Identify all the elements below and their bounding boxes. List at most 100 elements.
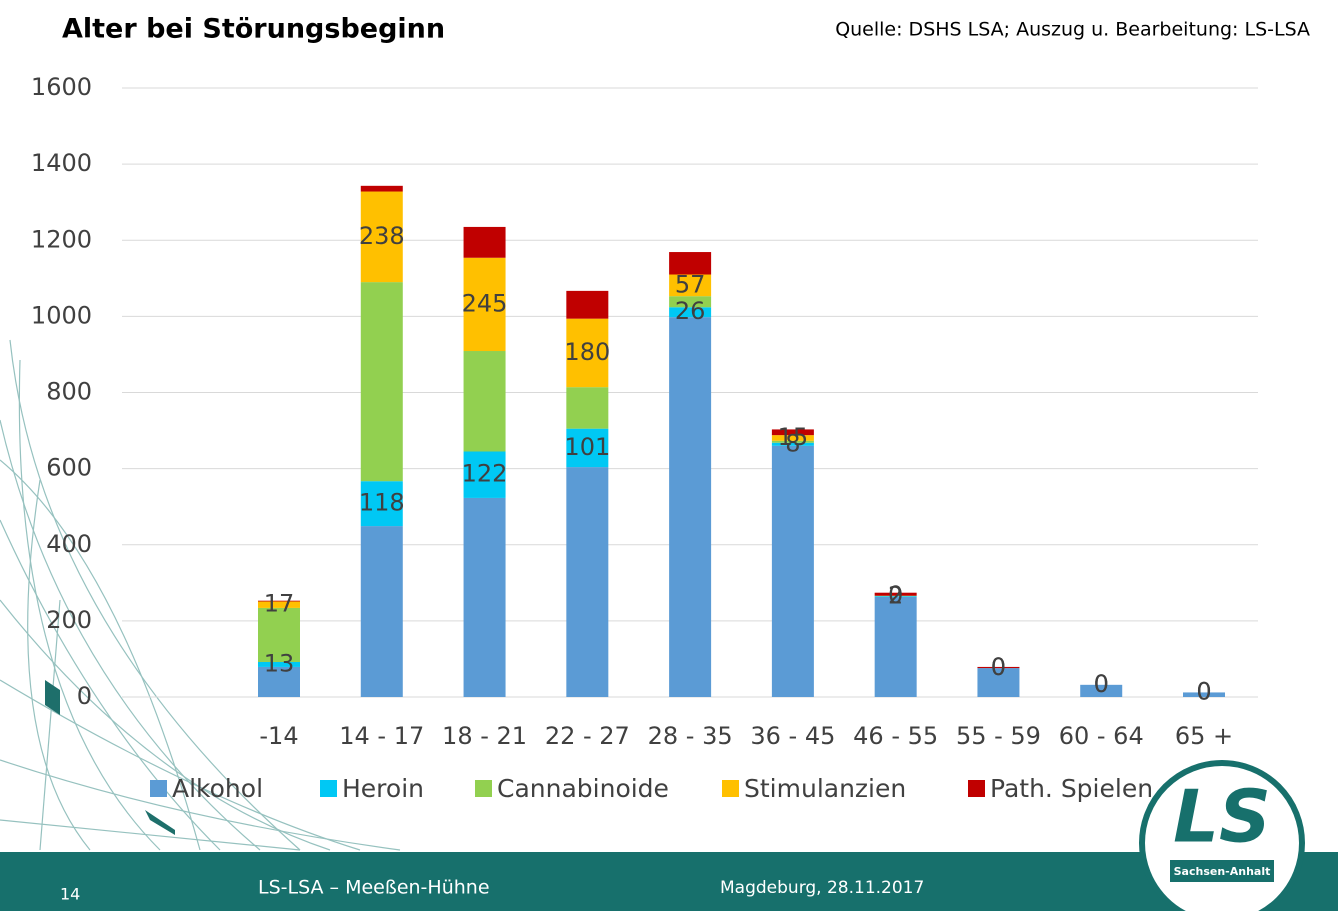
bar-segment (771, 429, 814, 436)
x-tick-label: 46 - 55 (853, 722, 938, 750)
y-tick-label: 1400 (31, 149, 92, 177)
x-tick-label: 55 - 59 (956, 722, 1041, 750)
bar-segment (360, 526, 403, 697)
bar-segment (669, 296, 712, 308)
bar-segment (771, 435, 814, 441)
bar-segment (669, 307, 712, 318)
bar-segment (669, 274, 712, 297)
x-tick-label: 28 - 35 (648, 722, 733, 750)
page-number: 14 (60, 885, 80, 904)
x-tick-label: 65 + (1175, 722, 1233, 750)
bar-segment (360, 185, 403, 192)
data-label: 238 (359, 222, 405, 250)
bar-segment (258, 661, 300, 667)
bar-segment (874, 592, 917, 596)
data-label: 0 (1196, 677, 1211, 705)
data-label: 101 (564, 433, 610, 461)
bar-segment (360, 191, 403, 283)
legend-label: Stimulanzien (744, 774, 906, 803)
data-label: 13 (264, 649, 295, 677)
bar-segment (771, 445, 814, 697)
chart-source: Quelle: DSHS LSA; Auszug u. Bearbeitung:… (835, 19, 1310, 41)
bar-segment (874, 596, 917, 597)
logo: LS Sachsen-Anhalt (1139, 760, 1305, 911)
y-tick-label: 1000 (31, 301, 92, 329)
legend-swatch (968, 780, 985, 797)
decoration (145, 810, 175, 835)
bar-segment (360, 481, 403, 527)
bar-segment (566, 428, 609, 468)
legend-label: Cannabinoide (497, 774, 669, 803)
data-label: 0 (991, 653, 1006, 681)
legend-swatch (150, 780, 167, 797)
y-tick-label: 400 (46, 530, 92, 558)
bar-segment (977, 666, 1020, 669)
data-label: 15 (778, 423, 809, 451)
legend-swatch (475, 780, 492, 797)
y-tick-label: 200 (46, 606, 92, 634)
legend-label: Path. Spielen (990, 774, 1153, 803)
logo-text: LS (1173, 775, 1271, 859)
y-tick-label: 600 (46, 454, 92, 482)
y-tick-label: 1600 (31, 73, 92, 101)
bar-segment (1080, 684, 1123, 697)
data-label: 57 (675, 270, 706, 298)
bar-segment (669, 252, 712, 275)
y-tick-label: 800 (46, 378, 92, 406)
bar-segment (258, 607, 300, 662)
x-tick-label: 60 - 64 (1059, 722, 1144, 750)
bar-segment (258, 666, 300, 697)
data-label: 26 (675, 297, 706, 325)
footer-date: Magdeburg, 28.11.2017 (720, 878, 924, 898)
x-tick-label: -14 (259, 722, 298, 750)
legend-label: Heroin (342, 774, 424, 803)
bar-segment (771, 442, 814, 446)
data-label: 0 (991, 653, 1006, 681)
bar-segment (463, 226, 506, 258)
data-label: 122 (462, 460, 508, 488)
x-tick-label: 36 - 45 (750, 722, 835, 750)
legend-swatch (320, 780, 337, 797)
bar-segment (566, 318, 609, 388)
x-tick-label: 22 - 27 (545, 722, 630, 750)
data-label: 2 (888, 582, 903, 610)
data-label: 0 (888, 581, 903, 609)
data-label: 8 (785, 429, 800, 457)
bar-segment (977, 668, 1020, 697)
bar-segment (463, 257, 506, 352)
bar-segment (669, 317, 712, 697)
y-tick-label: 1200 (31, 225, 92, 253)
data-label: 180 (564, 338, 610, 366)
data-label: 245 (462, 289, 508, 317)
decoration (0, 339, 401, 851)
data-label: 0 (1094, 670, 1109, 698)
logo-subtitle: Sachsen-Anhalt (1174, 865, 1271, 878)
bar-segment (566, 290, 609, 319)
bar-segment (258, 600, 300, 602)
bar-segment (566, 387, 609, 429)
bar-segment (874, 596, 917, 697)
bar-segment (771, 440, 814, 443)
footer-band (0, 852, 1338, 911)
footer-author: LS-LSA – Meeßen-Hühne (258, 877, 490, 899)
data-label: 118 (359, 489, 405, 517)
chart-title: Alter bei Störungsbeginn (62, 14, 445, 45)
bar-segment (1183, 692, 1225, 697)
bar-segment (566, 467, 609, 697)
legend-label: Alkohol (172, 774, 263, 803)
bar-segment (463, 497, 506, 697)
y-tick-label: 0 (77, 682, 92, 710)
data-label: 17 (264, 590, 295, 618)
bar-segment (463, 451, 506, 498)
x-tick-label: 14 - 17 (339, 722, 424, 750)
data-label: 0 (1094, 670, 1109, 698)
bar-segment (360, 282, 403, 482)
data-label: 0 (1196, 677, 1211, 705)
bar-segment (258, 601, 300, 608)
legend-swatch (722, 780, 739, 797)
bar-segment (463, 351, 506, 452)
decoration (45, 680, 60, 715)
